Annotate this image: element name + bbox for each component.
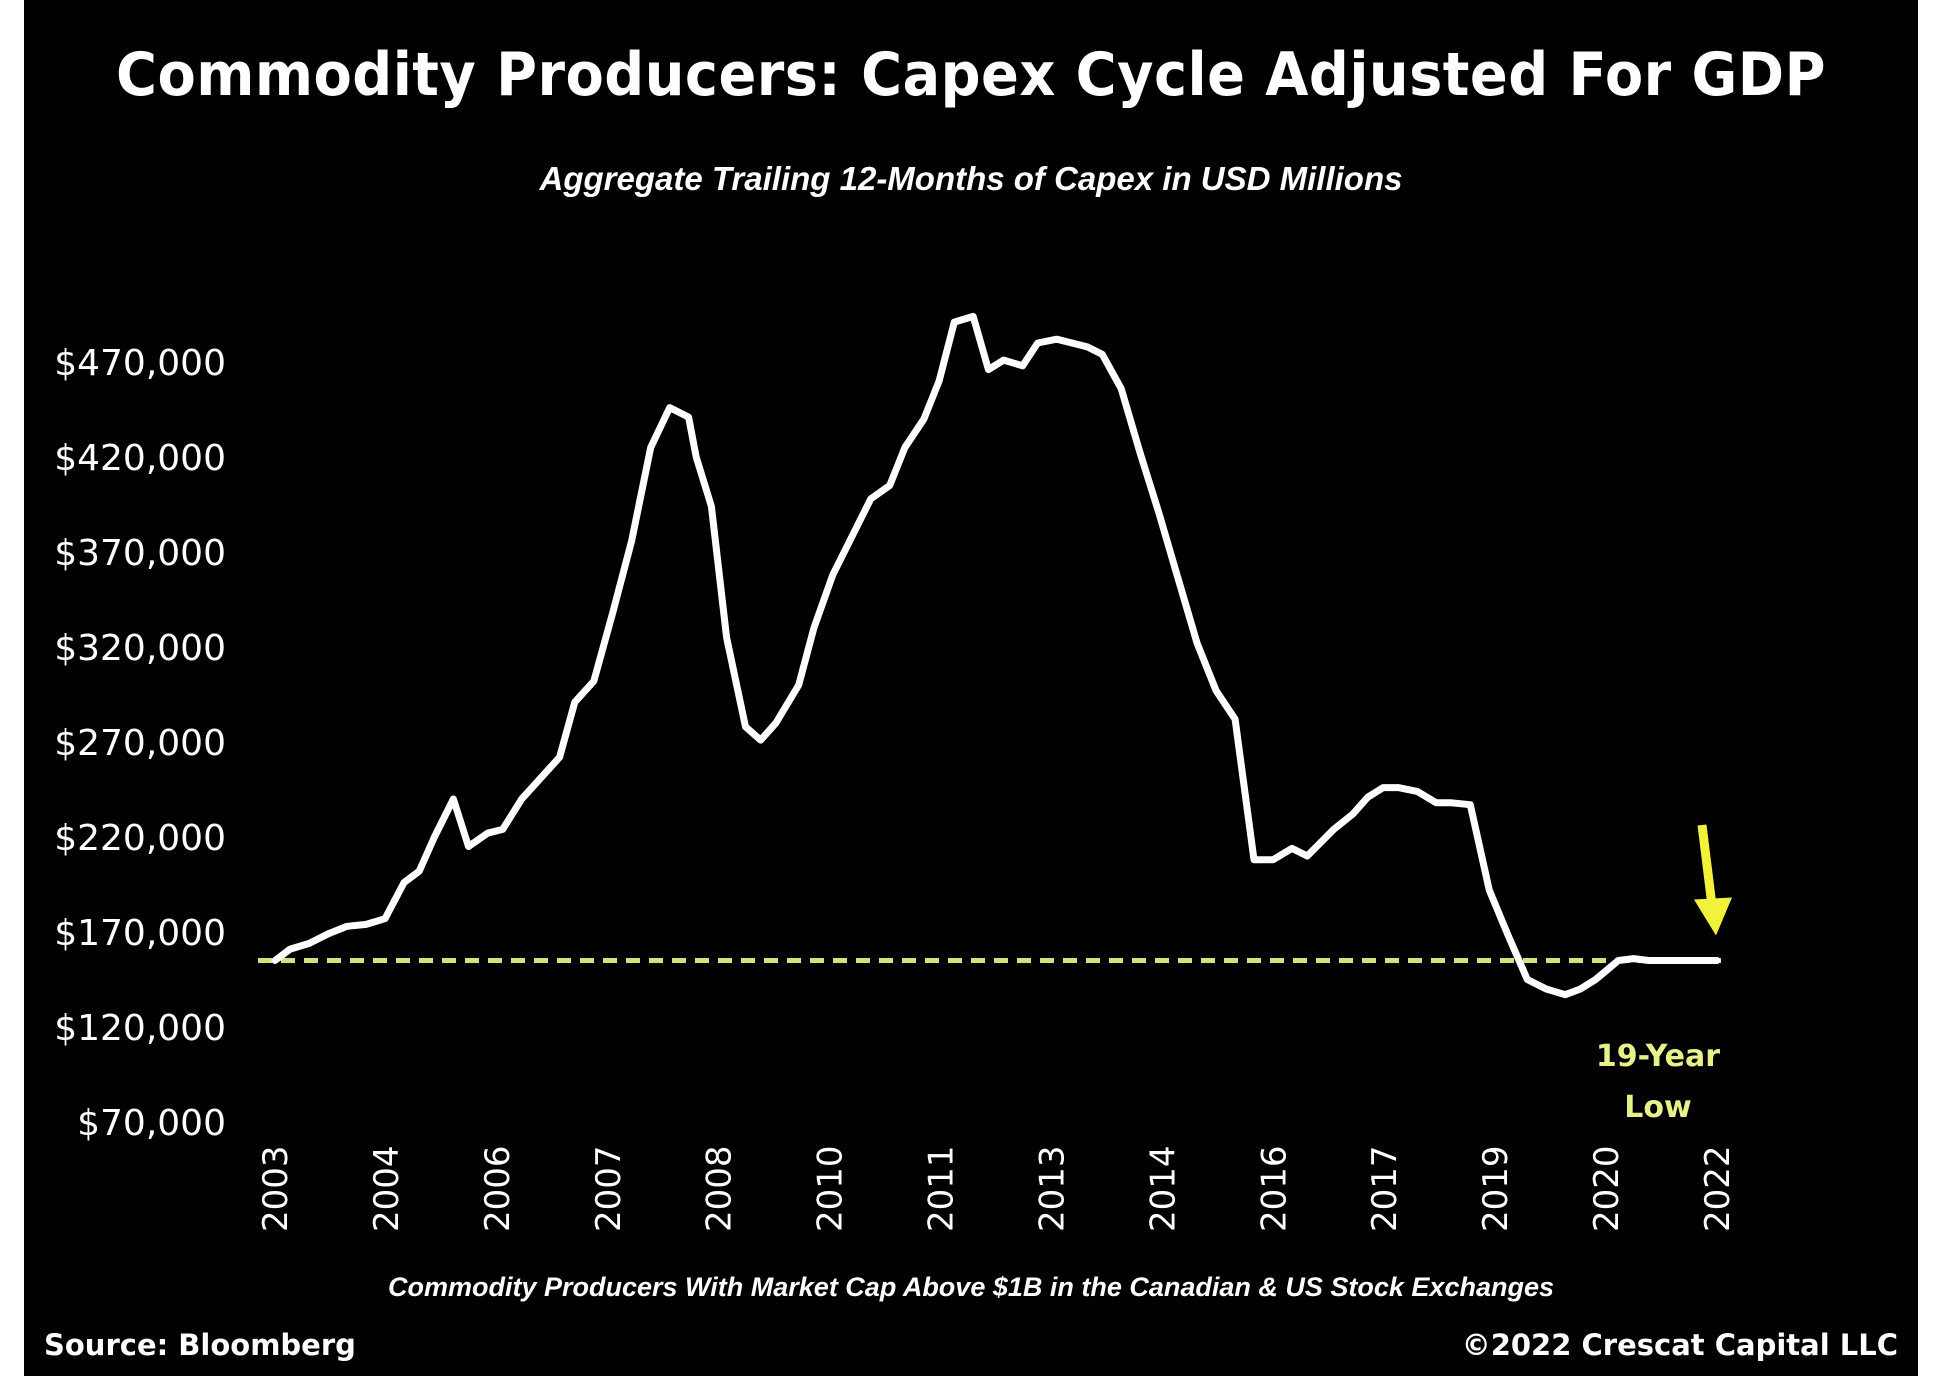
y-tick-label: $470,000	[54, 343, 226, 384]
series-line	[271, 312, 1721, 999]
y-tick-label: $370,000	[54, 533, 226, 574]
y-tick-label: $120,000	[54, 1008, 226, 1049]
x-tick-label: 2008	[700, 1145, 740, 1232]
x-tick-label: 2007	[589, 1145, 629, 1232]
x-axis-caption: Commodity Producers With Market Cap Abov…	[387, 1272, 1554, 1302]
x-tick-label: 2016	[1254, 1145, 1294, 1232]
y-tick-label: $270,000	[54, 723, 226, 764]
chart-panel: Commodity Producers: Capex Cycle Adjuste…	[24, 0, 1918, 1376]
y-tick-label: $220,000	[54, 818, 226, 859]
y-tick-label: $170,000	[54, 913, 226, 954]
source-note: Source: Bloomberg	[44, 1328, 356, 1362]
copyright-note: ©2022 Crescat Capital LLC	[1461, 1328, 1898, 1362]
x-tick-label: 2003	[256, 1145, 296, 1232]
annotation-label-line2: Low	[1624, 1090, 1691, 1125]
y-tick-label: $70,000	[77, 1103, 226, 1144]
x-tick-label: 2014	[1143, 1145, 1183, 1232]
annotation-label-line1: 19-Year	[1596, 1039, 1720, 1074]
y-tick-label: $420,000	[54, 438, 226, 479]
x-axis: 2003 2004 2006 2007 2008 2010 2011 2013 2014 2016…	[256, 1145, 1738, 1232]
chart-title: Commodity Producers: Capex Cycle Adjuste…	[116, 40, 1826, 110]
x-tick-label: 2004	[367, 1145, 407, 1232]
x-tick-label: 2019	[1476, 1145, 1516, 1232]
series-group	[271, 312, 1721, 999]
arrow-head-icon	[1694, 897, 1732, 936]
x-tick-label: 2013	[1032, 1145, 1072, 1232]
chart-subtitle: Aggregate Trailing 12-Months of Capex in…	[539, 160, 1403, 197]
y-tick-label: $320,000	[54, 628, 226, 669]
x-tick-label: 2010	[811, 1145, 851, 1232]
x-tick-label: 2020	[1587, 1145, 1627, 1232]
y-axis: $470,000 $420,000 $370,000 $320,000 $270,000…	[54, 343, 226, 1144]
x-tick-label: 2022	[1698, 1145, 1738, 1232]
down-arrow-icon	[1697, 824, 1717, 907]
annotation-group: 19-Year Low	[1596, 824, 1732, 1125]
x-tick-label: 2017	[1365, 1145, 1405, 1232]
x-tick-label: 2006	[478, 1145, 518, 1232]
x-tick-label: 2011	[922, 1145, 962, 1232]
